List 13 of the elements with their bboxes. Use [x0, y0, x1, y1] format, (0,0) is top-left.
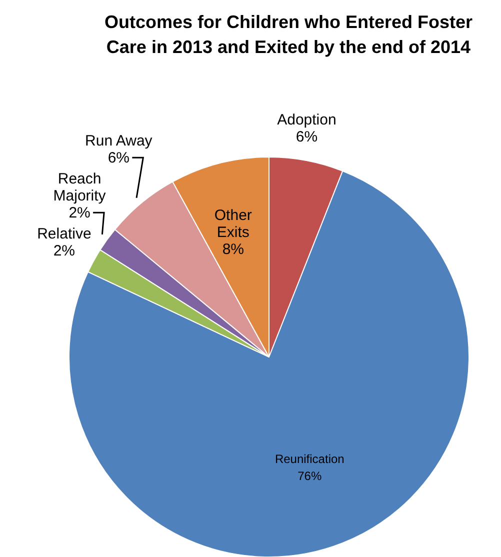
data-label: 6%: [108, 149, 130, 166]
slice-label: Reach Majority: [53, 170, 106, 204]
slice-label: Reunification: [274, 452, 344, 466]
slice-label: Adoption: [277, 111, 336, 128]
data-label: 8%: [222, 240, 244, 258]
slice-label: Other Exits: [214, 206, 252, 240]
data-label: 2%: [68, 204, 90, 222]
slice-label: Run Away: [85, 132, 153, 150]
data-label: 76%: [298, 468, 322, 483]
slice-label: Relative: [37, 225, 92, 242]
data-label: 6%: [296, 128, 318, 146]
data-label: 2%: [53, 242, 76, 260]
chart-title: Outcomes for Children who Entered Foster Care in 2013 and Exited by the end of 2014: [103, 11, 474, 59]
